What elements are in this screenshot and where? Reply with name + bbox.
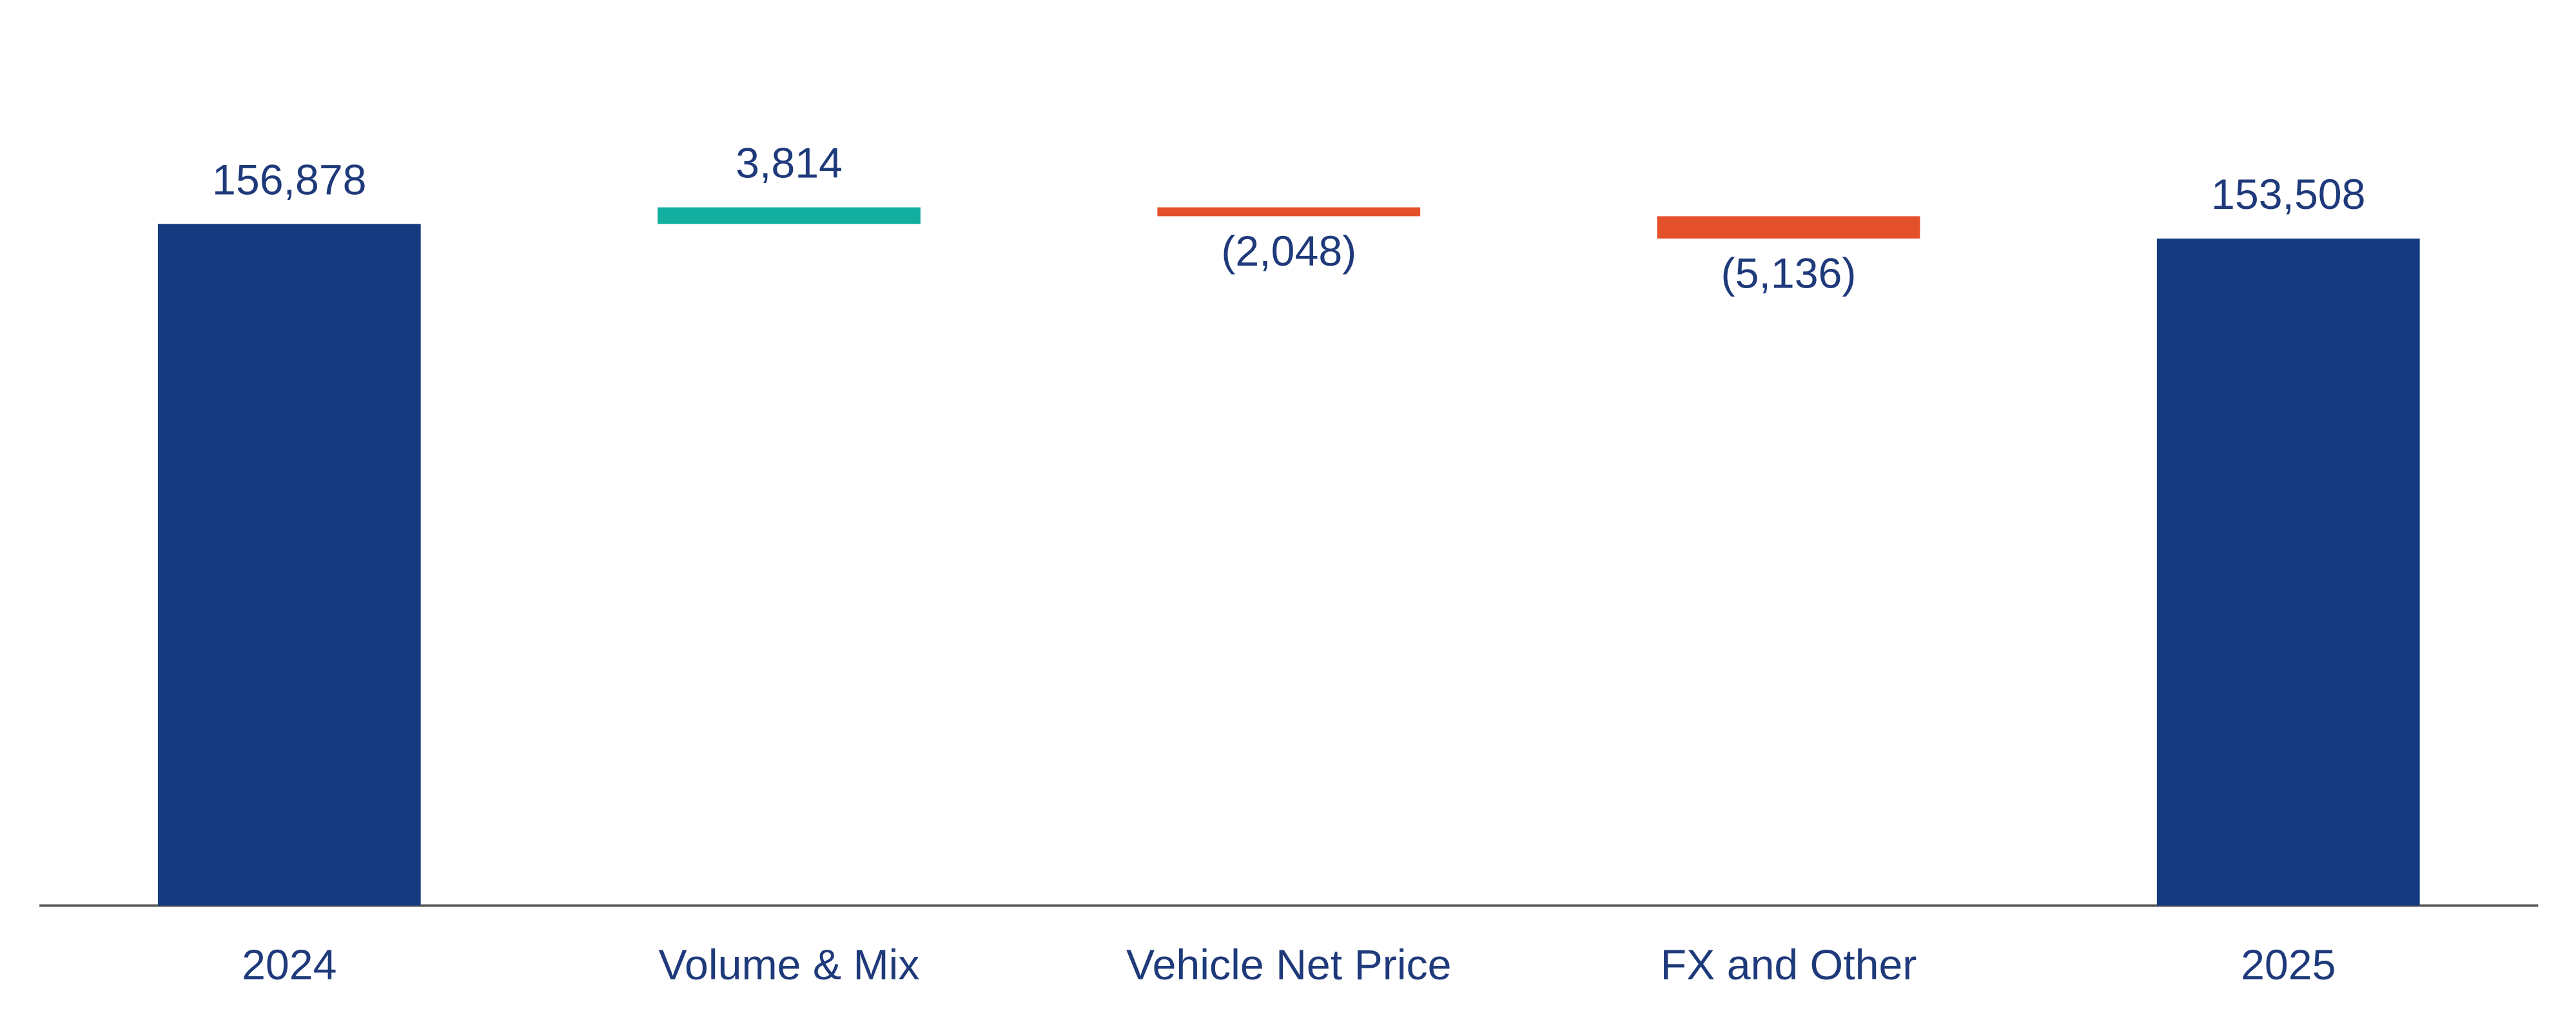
change-bar xyxy=(1157,207,1421,217)
value-label: 3,814 xyxy=(736,140,843,188)
x-tick-label: Vehicle Net Price xyxy=(1126,941,1451,989)
x-tick-label: 2024 xyxy=(242,941,337,989)
total-bar xyxy=(2156,239,2420,906)
value-label: 153,508 xyxy=(2211,171,2365,219)
x-tick-label: 2025 xyxy=(2241,941,2336,989)
change-bar xyxy=(658,207,921,224)
value-label: 156,878 xyxy=(212,156,366,204)
x-tick-label: FX and Other xyxy=(1661,941,1917,989)
x-tick-label: Volume & Mix xyxy=(659,941,920,989)
value-label: (5,136) xyxy=(1721,250,1857,297)
change-bar xyxy=(1657,216,1920,239)
value-label: (2,048) xyxy=(1221,228,1356,275)
total-bar xyxy=(157,224,421,906)
